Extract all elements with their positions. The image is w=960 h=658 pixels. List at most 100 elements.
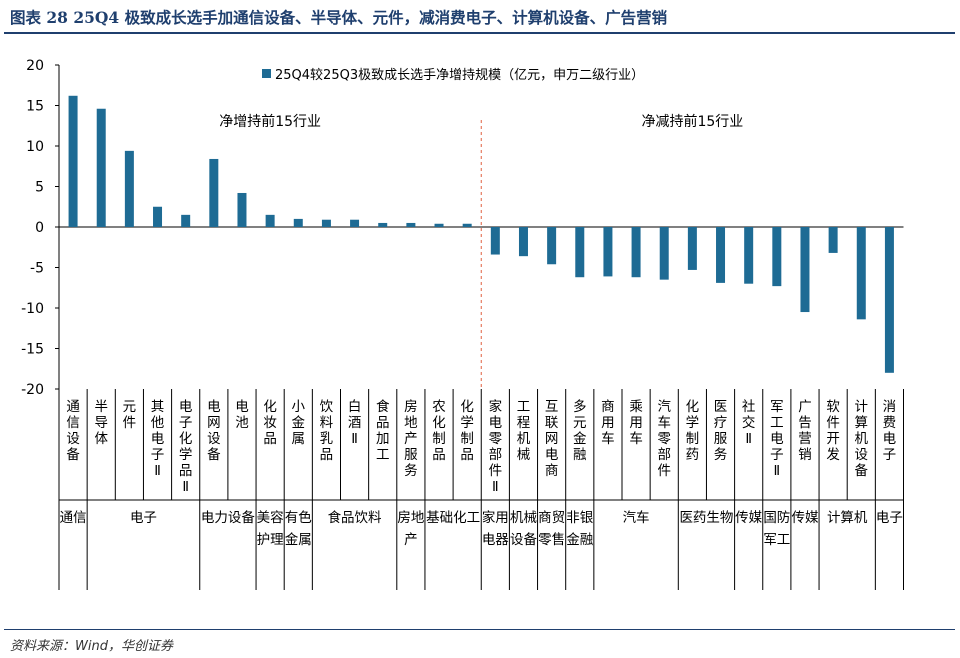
category-label-char: 告 [798, 415, 812, 431]
category-label-char: 社 [742, 399, 756, 415]
y-tick-label: -10 [21, 301, 44, 317]
category-label-char: 用 [601, 415, 615, 431]
chart-bars [68, 95, 894, 373]
category-label-char: 电 [489, 415, 503, 431]
category-label-char: 军 [770, 399, 784, 415]
industry-group-label: 产 [404, 532, 418, 548]
category-label-char: 学 [686, 415, 700, 431]
category-label-char: 体 [94, 431, 108, 447]
category-label-char: 零 [657, 431, 671, 447]
category-label-char: 计 [855, 399, 869, 415]
bar [68, 95, 78, 227]
category-label-char: 程 [517, 415, 531, 431]
category-label-char: 品 [432, 447, 446, 463]
category-label-char: 化 [460, 399, 474, 415]
category-label-char: 子 [179, 415, 193, 431]
category-label-char: 电 [545, 447, 559, 463]
bar [181, 214, 191, 227]
bar [659, 227, 669, 280]
category-label-char: 金 [292, 415, 306, 431]
bar [547, 227, 557, 265]
industry-group-label: 非银 [566, 510, 594, 526]
chart-legend: 25Q4较25Q3极致成长选手净增持规模（亿元，申万二级行业） [262, 68, 644, 83]
industry-group-label: 设备 [510, 531, 538, 548]
legend-swatch [262, 69, 271, 78]
category-label-char: 饮 [320, 399, 334, 415]
category-label-char: 他 [151, 415, 165, 431]
category-label-char: 务 [714, 447, 728, 463]
category-label-char: 金 [573, 431, 587, 447]
y-tick-label: 15 [26, 99, 44, 115]
y-tick-label: -15 [21, 342, 44, 358]
category-label-char: Ⅱ [492, 479, 499, 495]
category-label-char: 小 [292, 399, 306, 415]
category-label-char: 妆 [263, 415, 277, 431]
category-label-char: 化 [432, 415, 446, 431]
industry-group-label: 传媒 [791, 510, 819, 526]
category-label-char: 地 [404, 415, 418, 431]
category-label-char: 品 [376, 415, 390, 431]
category-label-char: 联 [545, 415, 559, 431]
bar [406, 222, 416, 227]
category-label-char: 料 [320, 415, 334, 431]
category-label-char: 乘 [629, 399, 643, 415]
category-label-char: 销 [798, 447, 812, 463]
category-label-char: Ⅱ [182, 479, 189, 495]
category-label-char: 零 [489, 431, 503, 447]
category-label-char: 元 [123, 399, 137, 415]
category-label-char: 务 [404, 463, 418, 479]
category-label-char: 设 [207, 431, 221, 447]
category-label-char: 备 [207, 446, 221, 463]
industry-group-label: 汽车 [623, 509, 650, 526]
industry-group-label: 金融 [566, 532, 594, 548]
category-label-char: 子 [883, 447, 897, 463]
chart-labels: 通信设备半导体元件其他电子Ⅱ电子化学品Ⅱ电网设备电池化妆品小金属饮料乳品白酒Ⅱ食… [60, 398, 903, 548]
y-tick-label: -20 [21, 382, 44, 398]
category-label-char: 交 [742, 414, 756, 431]
category-label-char: 通 [66, 399, 80, 415]
category-label-char: 备 [66, 446, 80, 463]
y-tick-label: 20 [26, 58, 44, 74]
category-label-char: Ⅱ [773, 463, 780, 479]
category-label-char: 械 [517, 447, 531, 463]
category-label-char: Ⅱ [154, 463, 161, 479]
bar [744, 227, 754, 284]
industry-group-label: 金属 [285, 532, 312, 548]
y-tick-label: -5 [30, 261, 44, 277]
category-label-char: 融 [573, 447, 587, 463]
category-label-char: 服 [404, 447, 418, 463]
bar [772, 227, 782, 287]
category-label-char: 广 [798, 399, 812, 415]
industry-group-label: 食品饮料 [328, 509, 382, 526]
category-label-char: 网 [545, 431, 559, 447]
category-label-char: 备 [855, 462, 869, 479]
category-label-char: 子 [151, 447, 165, 463]
category-label-char: 制 [686, 431, 700, 447]
industry-group-label: 通信 [60, 510, 87, 526]
category-label-char: 件 [123, 415, 137, 431]
category-label-char: 工 [376, 447, 390, 463]
chart-axes: 20 15 10 5 0 -5 -10 -15 -20 [21, 58, 904, 590]
industry-group-label: 美容 [257, 509, 284, 526]
bar [321, 219, 331, 227]
category-label-char: 部 [657, 447, 671, 463]
category-label-char: 网 [207, 415, 221, 431]
bar [687, 227, 697, 270]
category-label-char: 部 [489, 447, 503, 463]
bar [350, 219, 360, 227]
bar [575, 227, 585, 278]
bar [237, 192, 247, 227]
category-label-char: 学 [460, 415, 474, 431]
category-label-char: 服 [714, 431, 728, 447]
industry-group-label: 电器 [482, 532, 509, 548]
category-label-char: 车 [629, 430, 643, 447]
category-label-char: 汽 [657, 399, 671, 415]
category-label-char: 乳 [320, 431, 334, 447]
bar [828, 227, 838, 253]
category-label-char: 导 [94, 415, 108, 431]
industry-group-label: 基础化工 [426, 509, 480, 526]
industry-group-label: 零售 [538, 532, 565, 548]
category-label-char: 白 [348, 399, 362, 415]
bar [631, 227, 641, 278]
